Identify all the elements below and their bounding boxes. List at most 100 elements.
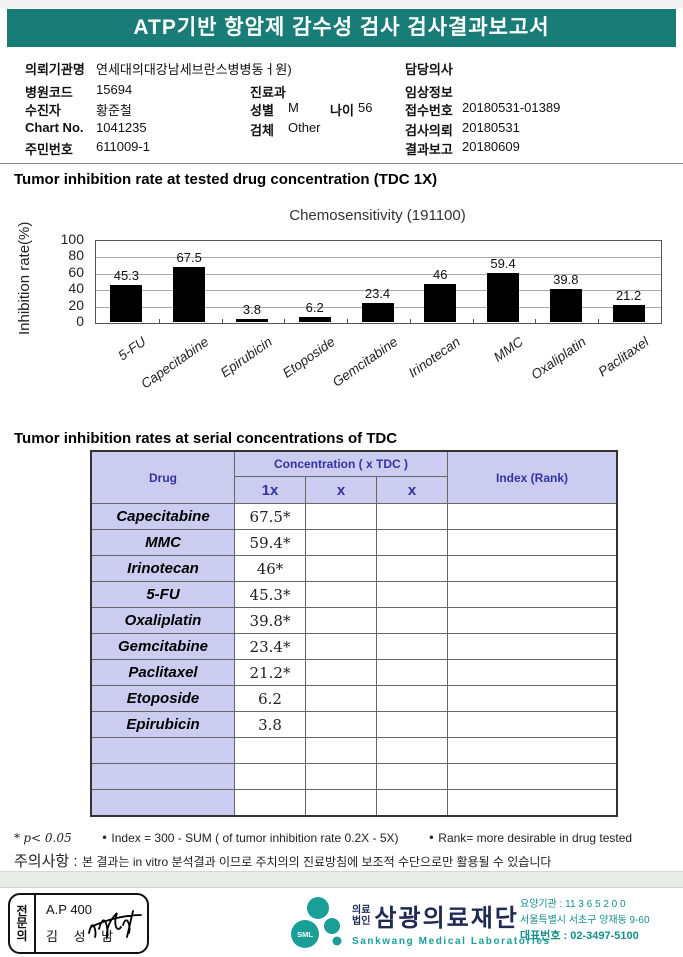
- bar-Epirubicin: [235, 318, 268, 322]
- value-cell-1x: 3.8: [234, 711, 306, 738]
- label-test-request: 검사의뢰: [405, 123, 453, 138]
- value-cell-x3: [376, 555, 448, 582]
- y-tick-label: 60: [68, 263, 84, 280]
- label-age: 나이: [330, 103, 354, 118]
- lab-contact-info: 요양기관 : 11 3 6 5 2 0 0 서울특별시 서초구 양재동 9-60…: [520, 897, 650, 945]
- x-category-label: Capecitabine: [138, 334, 212, 392]
- index-cell: [447, 685, 618, 712]
- lab-org-number: 요양기관 : 11 3 6 5 2 0 0: [520, 899, 626, 910]
- value-cell-1x: 59.4*: [234, 529, 306, 556]
- drug-cell: Irinotecan: [90, 555, 235, 582]
- value-cell-x2: [305, 737, 377, 764]
- gridline: [96, 257, 661, 259]
- header-sub-x: x: [376, 476, 448, 504]
- chart-y-axis-label: Inhibition rate(%): [16, 221, 33, 335]
- header-sub-x: x: [305, 476, 377, 504]
- axis-tick: [158, 319, 160, 323]
- table-row: Etoposide 6.2: [90, 685, 618, 712]
- value-cell-1x: [234, 737, 306, 764]
- bar-Paclitaxel: [612, 304, 645, 322]
- index-cell: [447, 789, 618, 817]
- value-cell-x2: [305, 763, 377, 790]
- bar-Capecitabine: [173, 266, 206, 322]
- label-department: 진료과: [250, 85, 286, 100]
- lab-name-kr: 삼광의료재단: [374, 905, 519, 932]
- label-institution: 의뢰기관명: [25, 62, 85, 77]
- caution-label: 주의사항 :: [14, 853, 78, 870]
- index-cell: [447, 503, 618, 530]
- sml-logo-text: SML: [297, 930, 313, 939]
- bar-5-FU: [110, 284, 143, 322]
- axis-tick: [221, 319, 223, 323]
- axis-tick: [284, 319, 286, 323]
- patient-info-section: 의뢰기관명 연세대의대강남세브란스병병동ㅓ원) 병원코드 15694 수진자 황…: [0, 55, 683, 160]
- top-strip: [0, 0, 683, 9]
- label-sex: 성별: [250, 103, 274, 118]
- value-cell-x3: [376, 763, 448, 790]
- value-cell-x3: [376, 607, 448, 634]
- report-title: ATP기반 항암제 감수성 검사 검사결과보고서: [133, 16, 550, 39]
- table-row: [90, 737, 618, 764]
- x-category-label: Irinotecan: [405, 334, 463, 381]
- value-cell-x2: [305, 529, 377, 556]
- x-category-label: MMC: [490, 334, 526, 365]
- value-cell-x2: [305, 685, 377, 712]
- caution-text: 본 결과는 in vitro 분석결과 이므로 주치의의 진료방침에 보조적 수…: [82, 855, 552, 869]
- value-cell-1x: [234, 789, 306, 817]
- value-institution: 연세대의대강남세브란스병병동ㅓ원): [96, 62, 292, 77]
- value-cell-x3: [376, 633, 448, 660]
- value-cell-x3: [376, 659, 448, 686]
- lab-corp-type: 의료 법인: [352, 904, 371, 927]
- drug-cell: Gemcitabine: [90, 633, 235, 660]
- bar-value-label: 3.8: [242, 301, 261, 317]
- value-cell-1x: 45.3*: [234, 581, 306, 608]
- x-category-label: Gemcitabine: [329, 334, 401, 390]
- specialist-code: A.P 400: [46, 902, 93, 917]
- table-row: Paclitaxel 21.2*: [90, 659, 618, 686]
- value-receipt-no: 20180531-01389: [462, 100, 561, 115]
- index-cell: [447, 529, 618, 556]
- x-category-label: Epirubicin: [217, 334, 275, 381]
- value-cell-x3: [376, 581, 448, 608]
- lab-brand: 의료 법인 삼광의료재단 Sankwang Medical Laboratori…: [352, 898, 551, 948]
- value-cell-x2: [305, 659, 377, 686]
- value-test-request: 20180531: [462, 120, 520, 135]
- label-specimen: 검체: [250, 123, 274, 138]
- gridline: [96, 290, 661, 292]
- lab-phone: 대표번호 : 02-3497-5100: [520, 930, 639, 942]
- label-doctor: 담당의사: [405, 62, 453, 77]
- value-result-report: 20180609: [462, 139, 520, 154]
- drug-cell: Oxaliplatin: [90, 607, 235, 634]
- lab-name-en: Sankwang Medical Laboratories: [352, 936, 551, 947]
- bar-Oxaliplatin: [549, 289, 582, 322]
- axis-tick: [472, 319, 474, 323]
- index-cell: [447, 659, 618, 686]
- header-sub-1x: 1x: [234, 476, 306, 504]
- bar-value-label: 6.2: [305, 299, 324, 315]
- sml-logo: SML: [291, 897, 342, 948]
- footnote-rank: • Rank= more desirable in drug tested: [427, 831, 633, 845]
- section-title-table: Tumor inhibition rates at serial concent…: [14, 430, 398, 447]
- y-tick-label: 40: [68, 280, 84, 297]
- table-row: Oxaliplatin 39.8*: [90, 607, 618, 634]
- footnote-index: • Index = 300 - SUM ( of tumor inhibitio…: [100, 831, 399, 845]
- value-sex: M: [288, 100, 299, 115]
- section-title-chart: Tumor inhibition rate at tested drug con…: [14, 171, 438, 188]
- specialist-signature-box: 전 문 의 A.P 400 김 성 남: [8, 893, 149, 954]
- table-row: Epirubicin 3.8: [90, 711, 618, 738]
- axis-tick: [409, 319, 411, 323]
- x-category-label: Paclitaxel: [595, 334, 652, 380]
- x-category-label: Etoposide: [279, 334, 338, 381]
- bar-value-label: 45.3: [113, 267, 140, 283]
- label-resident-no: 주민번호: [25, 142, 73, 157]
- table-row: MMC 59.4*: [90, 529, 618, 556]
- value-age: 56: [358, 100, 373, 115]
- label-patient: 수진자: [25, 103, 61, 118]
- header-index-rank: Index (Rank): [447, 450, 618, 504]
- chart-title: Chemosensitivity (191100): [289, 207, 466, 224]
- inhibition-rate-table: Drug Concentration ( x TDC ) Index (Rank) 1…: [90, 450, 618, 817]
- value-cell-x2: [305, 503, 377, 530]
- table-row: [90, 763, 618, 790]
- y-tick-label: 80: [68, 247, 84, 264]
